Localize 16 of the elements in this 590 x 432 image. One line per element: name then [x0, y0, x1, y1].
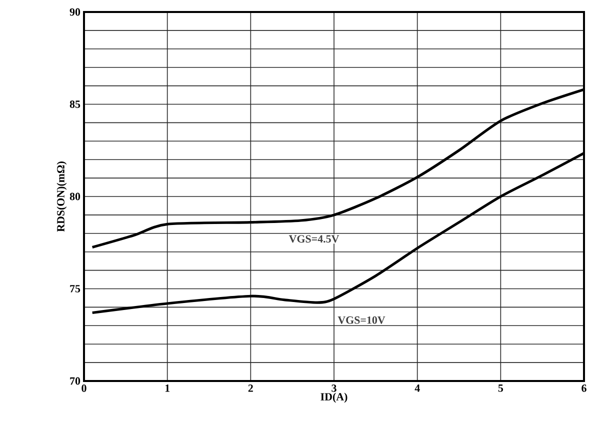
y-tick-label: 75	[70, 285, 80, 292]
x-tick-label: 6	[582, 384, 586, 392]
y-tick-label: 85	[70, 100, 80, 108]
x-tick-label: 3	[332, 384, 336, 392]
annotation: VGS=10V	[338, 316, 386, 324]
x-tick-label: 4	[414, 384, 420, 392]
y-axis-title: RDS(ON)(mΩ)	[56, 162, 67, 232]
annotation: VGS=4.5V	[288, 235, 340, 243]
x-tick-label: 5	[498, 384, 504, 392]
y-tick-label: 90	[70, 8, 80, 16]
x-axis-title: ID(A)	[320, 392, 348, 403]
x-tick-label: 2	[248, 384, 253, 392]
y-tick-label: 70	[70, 377, 80, 385]
y-tick-label: 80	[70, 192, 80, 200]
x-tick-label: 1	[165, 384, 170, 392]
x-tick-label: 0	[82, 384, 86, 392]
